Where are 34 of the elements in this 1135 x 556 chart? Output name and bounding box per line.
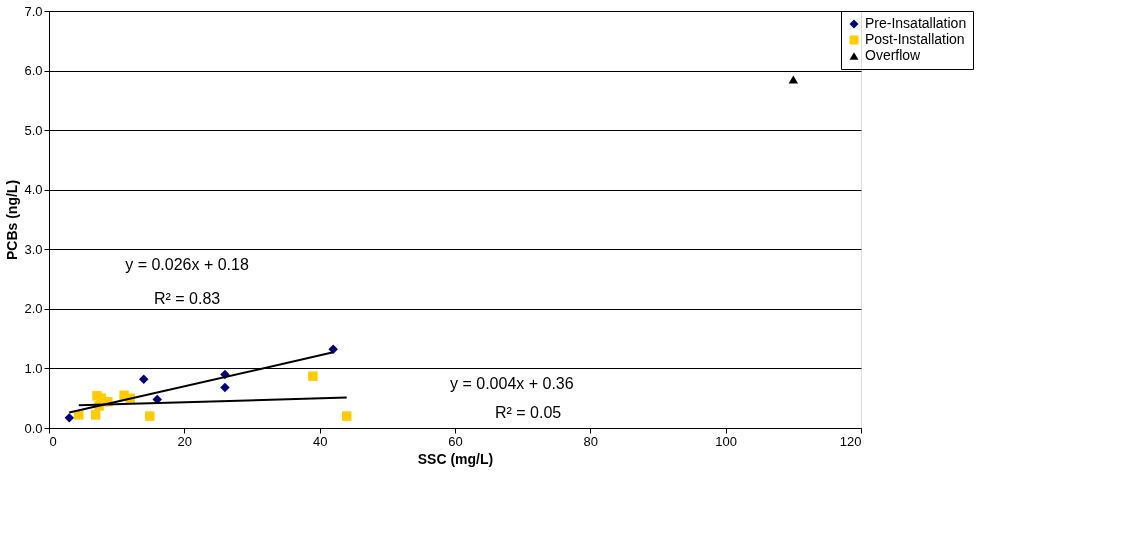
- annotation: y = 0.026x + 0.18: [125, 256, 249, 274]
- point: [64, 413, 75, 423]
- annotation: y = 0.004x + 0.36: [450, 375, 574, 393]
- annotation: R² = 0.83: [153, 289, 221, 307]
- y-tick-label: 6.0: [24, 63, 43, 79]
- x-tick-label: 60: [448, 433, 463, 449]
- y-tick-label: 7.0: [24, 3, 43, 19]
- y-tick-label: 0.0: [24, 420, 43, 436]
- x-tick-label: 100: [715, 433, 738, 449]
- legend-label: Overflow: [865, 47, 922, 63]
- y-tick-label: 2.0: [24, 301, 43, 317]
- y-tick-label: 4.0: [24, 182, 43, 198]
- x-tick-label: 120: [839, 433, 862, 449]
- y-tick-label: 3.0: [24, 241, 43, 257]
- point: [145, 411, 155, 421]
- y-axis-title: PCBs (ng/L): [4, 179, 21, 261]
- annotation: R² = 0.05: [494, 404, 562, 422]
- legend-label: Post-Installation: [865, 31, 965, 47]
- y-tick-label: 5.0: [24, 122, 43, 138]
- legend-label: Pre-Insatallation: [865, 15, 967, 31]
- point: [90, 410, 101, 420]
- x-tick-label: 0: [49, 433, 57, 449]
- point: [138, 374, 149, 384]
- point: [788, 75, 799, 84]
- point: [308, 371, 318, 381]
- point: [220, 382, 230, 393]
- x-tick-label: 80: [583, 433, 599, 449]
- point: [152, 394, 163, 405]
- x-axis-title: SSC (mg/L): [417, 450, 494, 467]
- point: [341, 411, 352, 421]
- x-tick-label: 20: [177, 433, 193, 449]
- x-tick-label: 40: [312, 433, 328, 449]
- y-tick-label: 1.0: [24, 360, 43, 376]
- point: [328, 344, 338, 355]
